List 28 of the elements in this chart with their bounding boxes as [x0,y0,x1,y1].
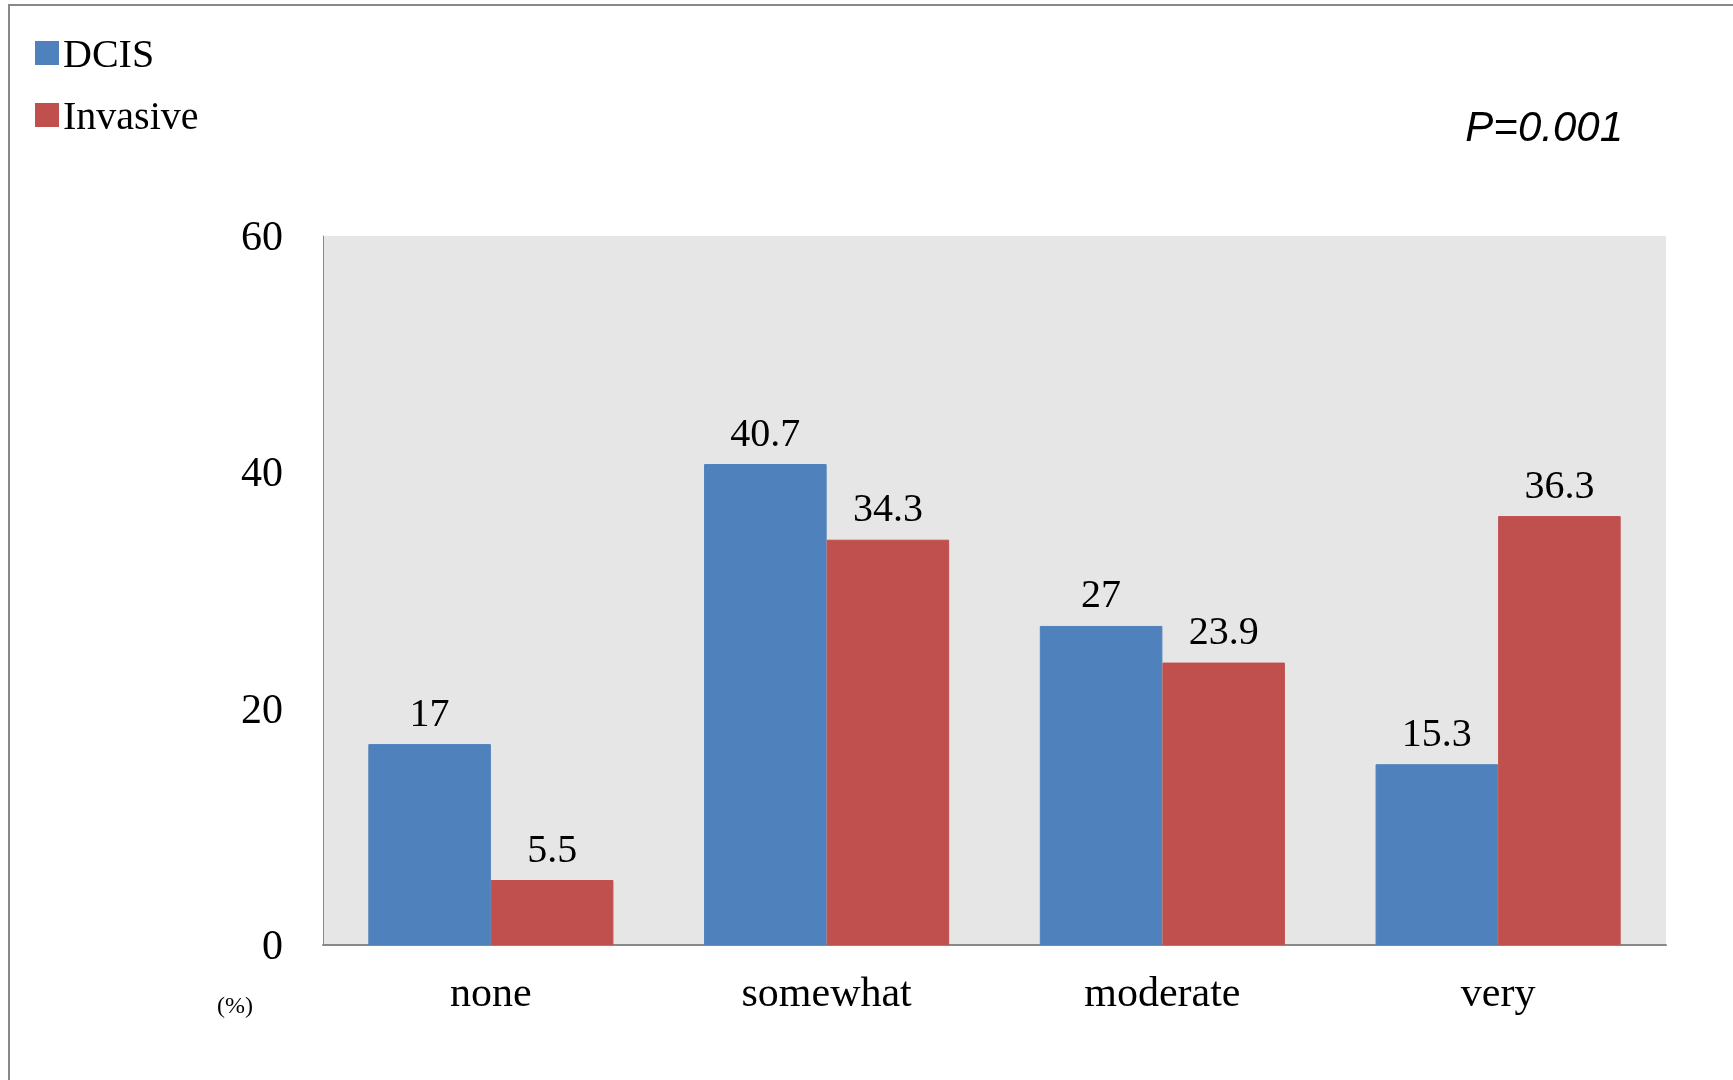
y-tick-label: 40 [241,449,283,496]
legend-label: DCIS [63,30,155,76]
bar [368,744,491,945]
bar [1039,625,1163,945]
y-tick-label: 60 [241,213,283,259]
bar [1375,764,1499,945]
data-label: 36.3 [1524,461,1595,507]
data-label: 27 [1081,571,1122,617]
y-tick-label: 0 [262,922,283,968]
x-tick-label: somewhat [741,969,913,1015]
bar [704,464,827,945]
data-label: 40.7 [730,409,801,455]
bar [490,880,614,945]
x-tick-label: moderate [1084,969,1241,1015]
data-label: 34.3 [852,485,923,531]
bar [1498,516,1621,945]
x-tick-label: none [450,969,532,1015]
bar [1162,662,1285,945]
bar [826,539,950,945]
data-label: 23.9 [1188,608,1259,654]
y-tick-label: 20 [241,685,283,732]
data-label: 15.3 [1401,709,1472,755]
x-tick-label: very [1460,969,1536,1015]
y-axis-title: (%) [217,992,253,1018]
text: P=0.001 [1465,102,1624,150]
legend-label: Invasive [63,92,199,138]
data-label: 17 [409,689,450,735]
data-label: 5.5 [527,825,578,871]
